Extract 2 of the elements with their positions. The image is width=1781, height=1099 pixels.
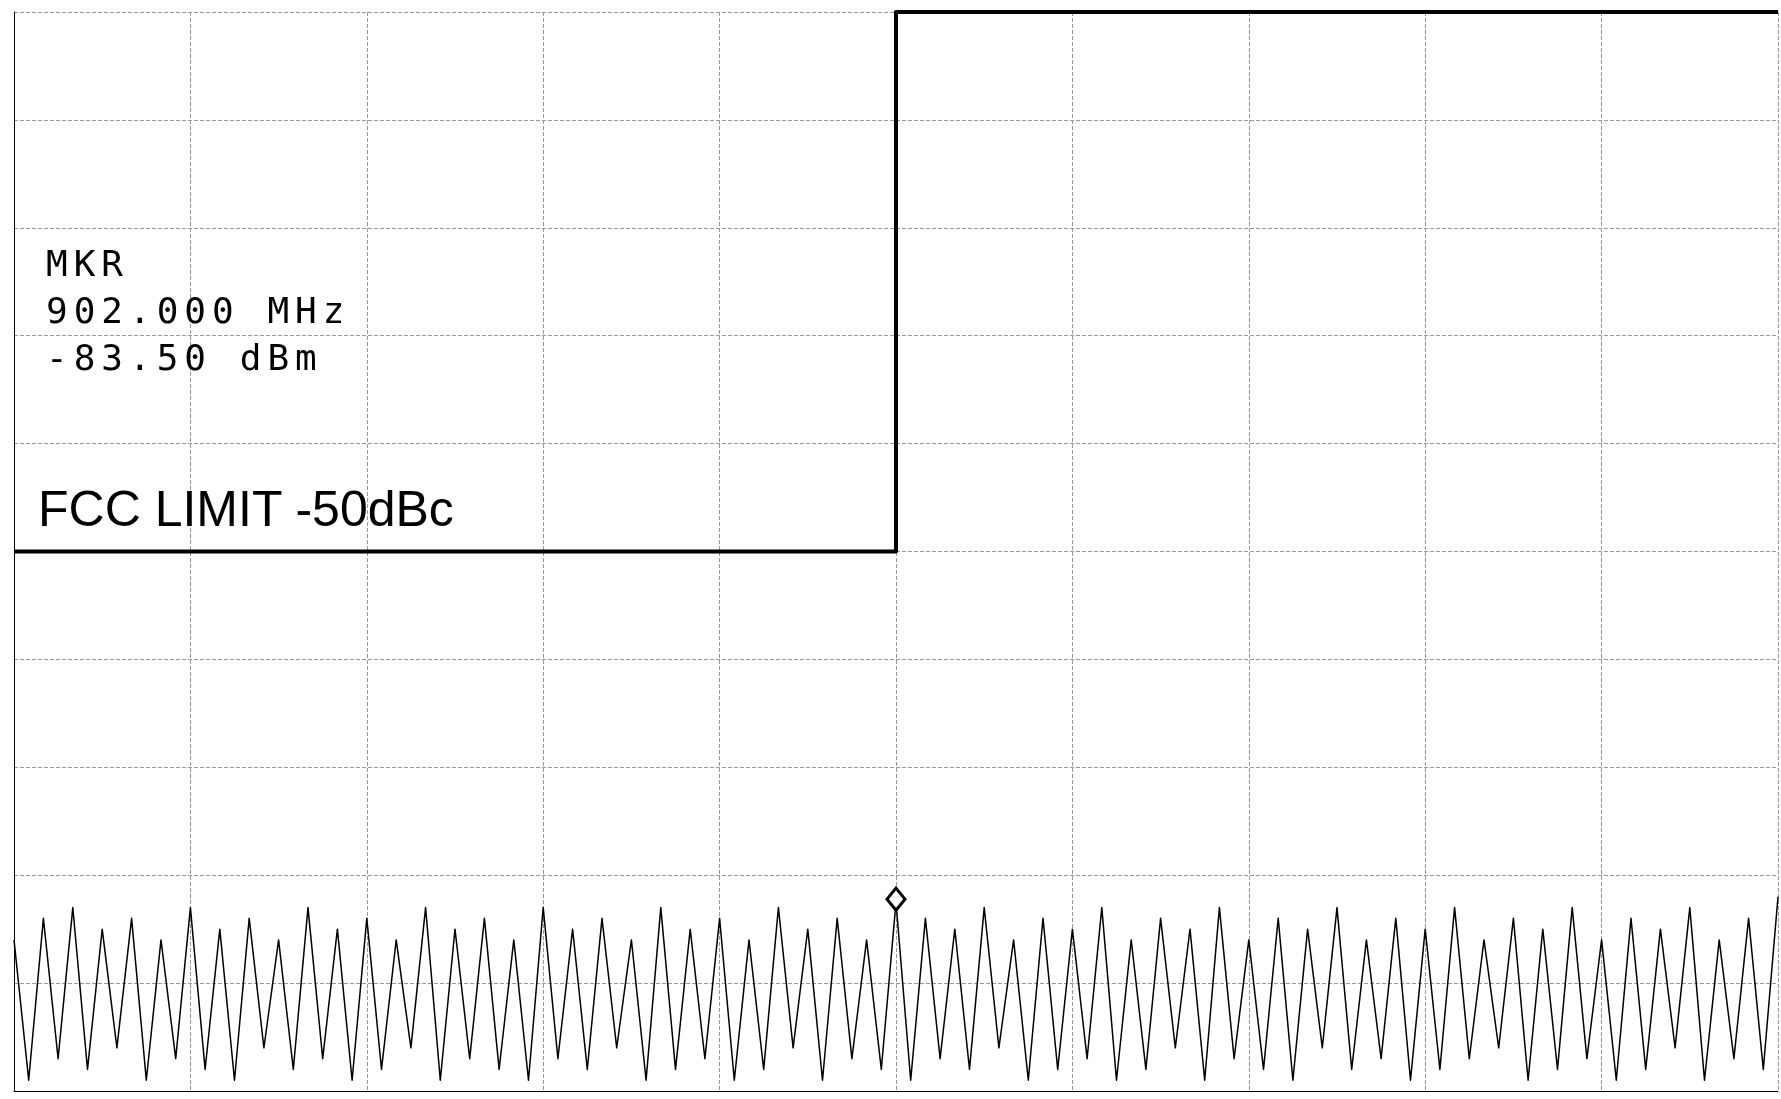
annotation: FCC LIMIT -50dBc	[38, 480, 454, 538]
annotation: MKR 902.000 MHz -83.50 dBm	[46, 242, 351, 380]
